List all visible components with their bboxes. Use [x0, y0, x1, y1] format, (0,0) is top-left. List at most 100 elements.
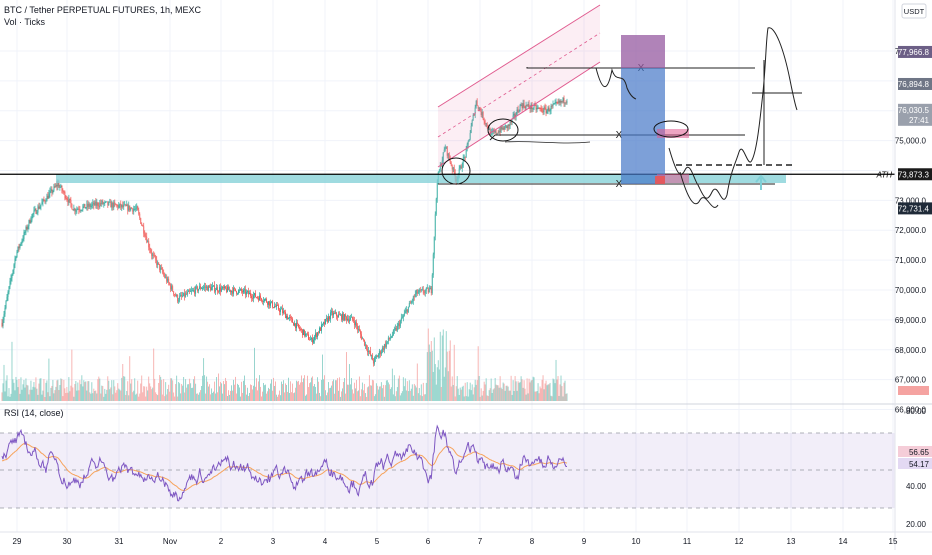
- volume-bar: [544, 383, 546, 401]
- volume-bar: [48, 358, 50, 401]
- volume-bar: [229, 394, 230, 401]
- volume-bar: [521, 379, 523, 401]
- volume-bar: [453, 344, 455, 401]
- candle-body: [150, 249, 152, 253]
- candle-body: [399, 320, 401, 327]
- volume-bar: [82, 386, 84, 401]
- candle-body: [40, 204, 42, 207]
- candle-body: [141, 223, 143, 226]
- candle-body: [274, 306, 275, 308]
- price-label-text: 72,731.4: [898, 204, 930, 213]
- volume-bar: [421, 396, 423, 401]
- volume-bar: [135, 394, 137, 401]
- volume-bar: [180, 393, 182, 401]
- candle-body: [525, 105, 527, 109]
- candle-body: [109, 201, 111, 203]
- volume-bar: [398, 375, 400, 401]
- candle-body: [353, 320, 355, 326]
- volume-bar: [354, 388, 356, 401]
- volume-bar: [454, 396, 456, 401]
- volume-bar: [326, 395, 327, 401]
- candle-body: [121, 204, 123, 208]
- candle-body: [497, 133, 499, 134]
- price-tick-label: 71,000.0: [895, 256, 927, 265]
- volume-bar: [563, 382, 565, 401]
- volume-bar: [62, 396, 64, 401]
- candle-body: [427, 287, 429, 293]
- volume-bar: [331, 385, 332, 401]
- candle-body: [72, 209, 74, 211]
- candle-body: [10, 278, 12, 281]
- volume-bar: [396, 387, 398, 401]
- candle-body: [403, 313, 405, 316]
- volume-bar: [146, 386, 148, 401]
- candle-body: [163, 272, 165, 275]
- volume-bar: [120, 390, 122, 401]
- volume-bar: [129, 356, 131, 401]
- candle-body: [465, 149, 467, 158]
- volume-bar: [308, 387, 309, 401]
- volume-bar: [277, 396, 278, 401]
- volume-bar: [26, 384, 28, 401]
- candle-body: [77, 209, 79, 210]
- candle-body: [251, 295, 252, 298]
- candle-body: [224, 286, 226, 289]
- volume-bar: [217, 392, 219, 401]
- volume-bar: [387, 382, 389, 401]
- candle-body: [233, 288, 234, 294]
- candle-body: [73, 208, 75, 211]
- circle-annotation: [653, 120, 689, 138]
- projection-path: [668, 27, 798, 200]
- volume-bar: [224, 384, 226, 401]
- volume-bar: [335, 380, 336, 401]
- candle-body: [481, 112, 483, 115]
- candle-body: [131, 207, 133, 209]
- volume-bar: [55, 386, 57, 401]
- candle-body: [246, 291, 247, 295]
- volume-bar: [487, 396, 489, 401]
- volume-bar: [505, 385, 507, 401]
- volume-bar: [36, 388, 38, 401]
- volume-bar: [83, 380, 85, 401]
- candle-body: [161, 267, 163, 269]
- candle-body: [66, 198, 68, 200]
- candle-body: [441, 160, 443, 167]
- candle-body: [19, 244, 21, 248]
- volume-bar: [17, 387, 19, 401]
- time-tick-label: 8: [530, 537, 535, 546]
- volume-bar: [363, 383, 365, 401]
- volume-bar: [218, 373, 220, 401]
- volume-bar: [91, 382, 93, 401]
- candle-body: [157, 262, 159, 265]
- volume-bar: [112, 394, 114, 401]
- candle-body: [186, 293, 188, 295]
- candle-body: [469, 132, 471, 140]
- volume-bar: [282, 384, 283, 401]
- volume-bar: [316, 393, 317, 401]
- candle-body: [191, 290, 193, 292]
- candle-body: [433, 236, 435, 255]
- rsi-value-tag: [898, 446, 932, 457]
- candle-body: [316, 333, 317, 338]
- candle-body: [284, 311, 285, 313]
- volume-bar: [344, 393, 346, 401]
- volume-bar: [222, 393, 224, 401]
- candle-body: [335, 312, 336, 314]
- volume-bar: [432, 371, 434, 401]
- volume-bar: [31, 389, 33, 401]
- candle-body: [413, 296, 415, 298]
- volume-bar: [448, 350, 450, 401]
- candle-body: [448, 153, 450, 159]
- volume-bar: [559, 384, 561, 401]
- volume-bar: [52, 379, 54, 401]
- volume-bar: [393, 375, 395, 401]
- volume-bar: [312, 376, 313, 401]
- volume-bar: [161, 379, 163, 401]
- volume-bar: [497, 385, 499, 401]
- candle-body: [462, 158, 464, 167]
- candle-body: [452, 167, 454, 170]
- volume-bar: [81, 375, 83, 401]
- volume-bar: [517, 381, 519, 401]
